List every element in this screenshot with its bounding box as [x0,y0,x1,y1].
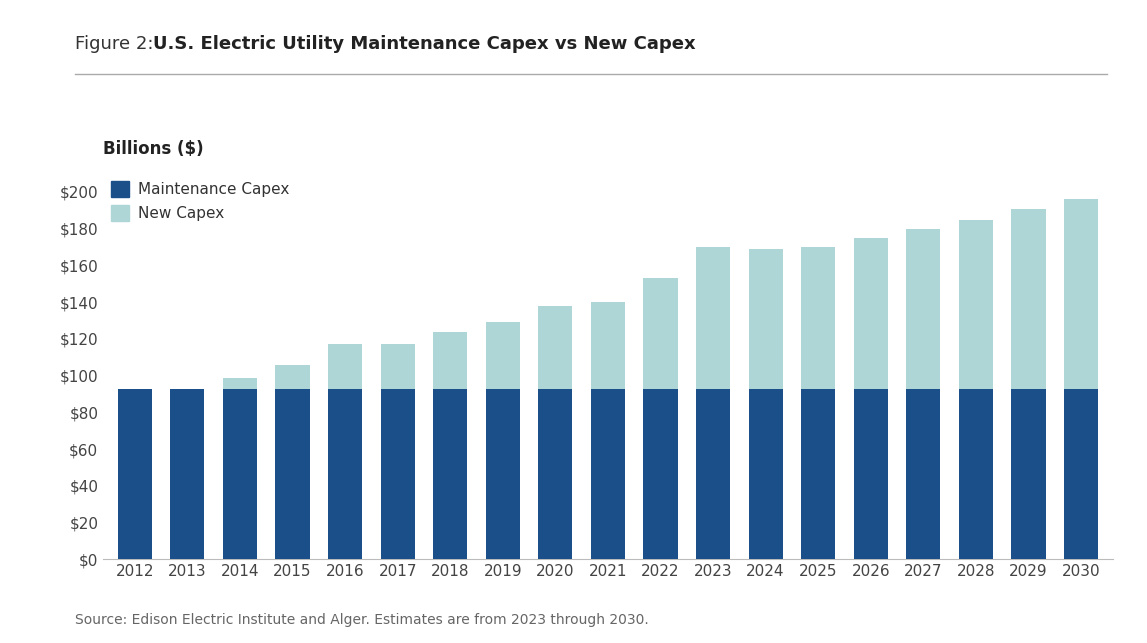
Bar [275,365,310,388]
Bar [1064,388,1098,559]
Bar [1064,199,1098,388]
Bar [118,388,151,559]
Bar [434,388,467,559]
Bar [328,388,362,559]
Bar [643,388,678,559]
Bar [328,345,362,388]
Bar [853,388,888,559]
Bar [801,247,835,388]
Bar [381,345,415,388]
Legend: Maintenance Capex, New Capex: Maintenance Capex, New Capex [111,181,290,221]
Bar [906,229,941,388]
Bar [853,238,888,388]
Bar [906,388,941,559]
Bar [434,332,467,388]
Bar [223,377,257,388]
Bar [223,388,257,559]
Bar [381,388,415,559]
Bar [485,388,520,559]
Bar [1012,208,1046,388]
Bar [1012,388,1046,559]
Bar [696,247,731,388]
Bar [749,388,782,559]
Text: Figure 2:: Figure 2: [75,35,158,53]
Bar [275,388,310,559]
Bar [643,278,678,388]
Text: U.S. Electric Utility Maintenance Capex vs New Capex: U.S. Electric Utility Maintenance Capex … [153,35,695,53]
Bar [591,302,625,388]
Bar [959,219,993,388]
Bar [696,388,731,559]
Text: Billions ($): Billions ($) [103,140,204,158]
Bar [538,306,572,388]
Bar [538,388,572,559]
Bar [959,388,993,559]
Bar [801,388,835,559]
Bar [749,249,782,388]
Text: Source: Edison Electric Institute and Alger. Estimates are from 2023 through 203: Source: Edison Electric Institute and Al… [75,613,648,627]
Bar [485,322,520,388]
Bar [591,388,625,559]
Bar [170,388,204,559]
